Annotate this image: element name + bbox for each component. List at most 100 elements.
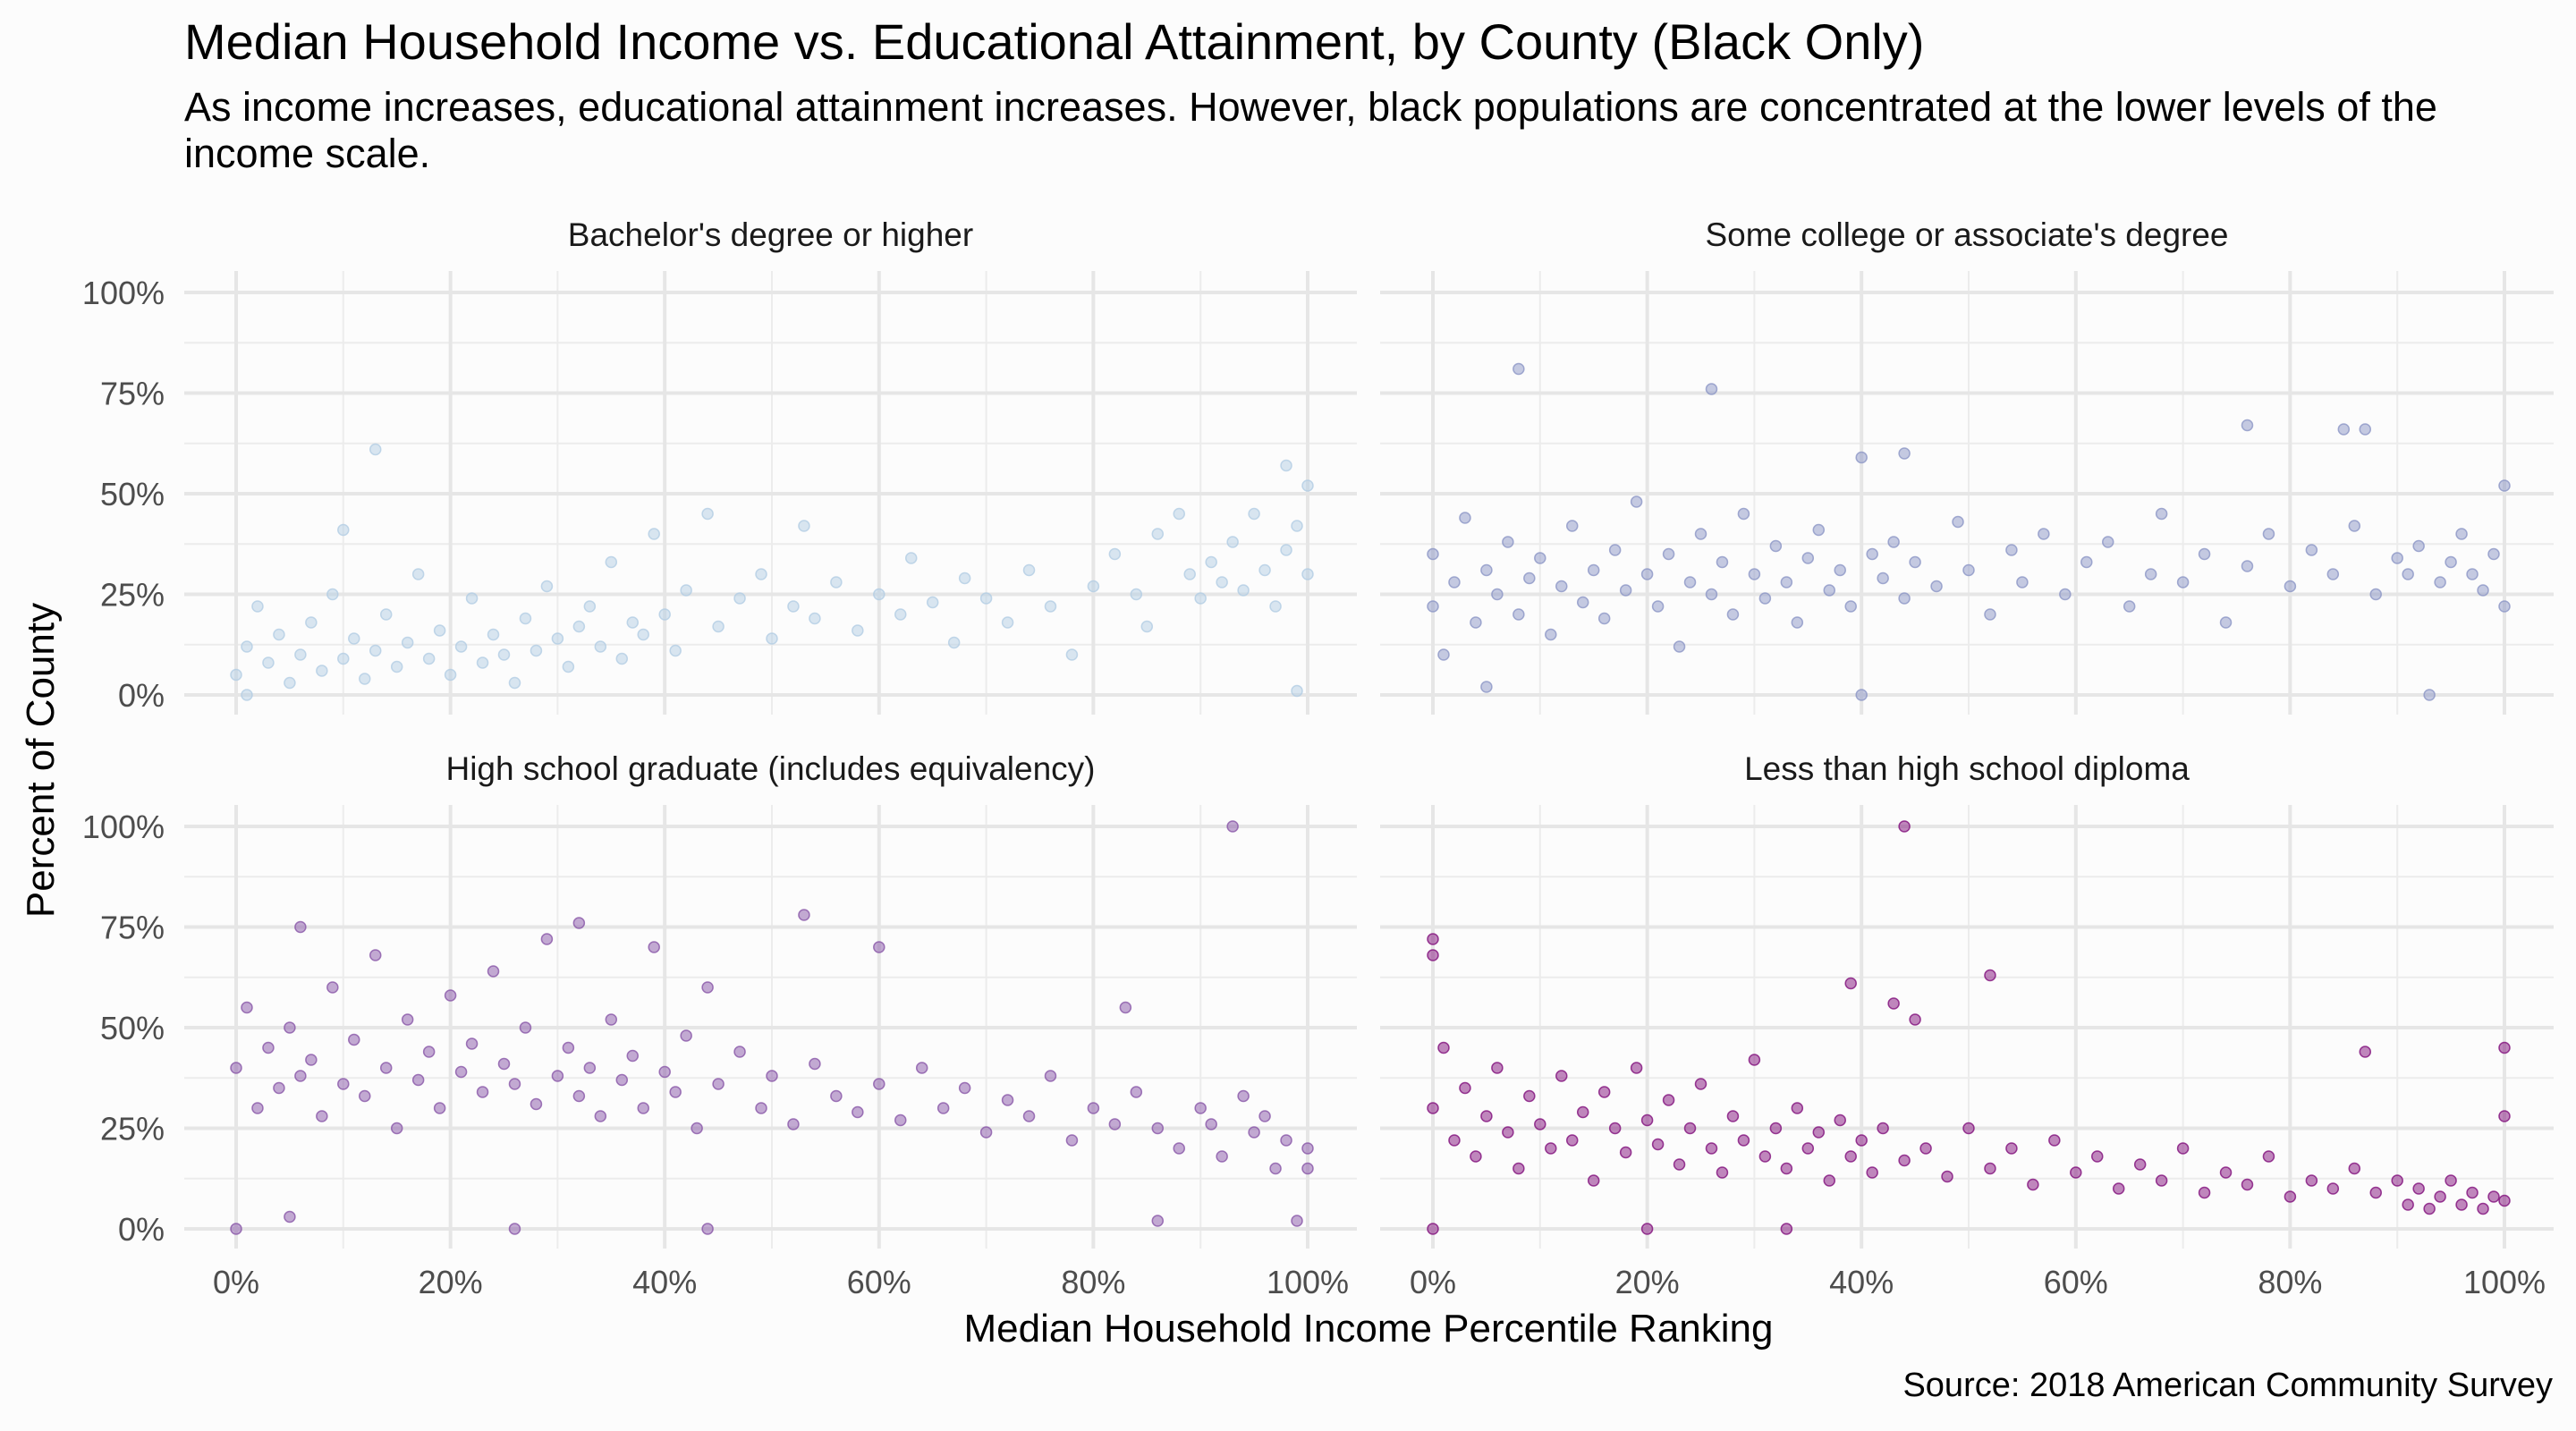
- data-point: [2402, 1198, 2414, 1211]
- data-point: [1855, 451, 1868, 464]
- y-tick-label: 100%: [82, 275, 165, 311]
- data-point: [904, 552, 918, 564]
- y-tick-label: 25%: [100, 577, 165, 614]
- data-point: [444, 668, 457, 682]
- data-point: [1491, 588, 1504, 601]
- data-point: [530, 644, 543, 657]
- data-point: [605, 1013, 618, 1026]
- data-point: [787, 600, 800, 613]
- data-point: [1280, 1134, 1292, 1147]
- x-tick-label: 80%: [1061, 1264, 1125, 1300]
- data-point: [755, 1102, 767, 1114]
- data-point: [1844, 977, 1857, 990]
- data-point: [1459, 512, 1471, 524]
- data-point: [1001, 616, 1014, 629]
- x-tick-label: 100%: [1267, 1264, 1349, 1300]
- data-point: [2498, 1110, 2511, 1122]
- data-point: [1248, 507, 1260, 521]
- data-point: [284, 676, 296, 690]
- y-tick-label: 0%: [118, 677, 165, 714]
- facet-panel-3: High school graduate (includes equivalen…: [82, 750, 1357, 1300]
- data-point: [1812, 1126, 1826, 1139]
- data-point: [626, 616, 640, 629]
- data-point: [1280, 544, 1292, 556]
- data-point: [348, 632, 360, 645]
- x-tick-label: 20%: [419, 1264, 483, 1300]
- data-point: [1587, 1174, 1600, 1187]
- data-point: [411, 1073, 425, 1087]
- data-point: [1608, 544, 1622, 556]
- data-point: [562, 660, 575, 673]
- data-point: [1545, 628, 1557, 641]
- data-point: [1608, 1122, 1622, 1135]
- data-point: [2487, 547, 2500, 561]
- data-point: [1001, 1094, 1014, 1106]
- data-point: [583, 1062, 597, 1074]
- data-point: [615, 652, 629, 665]
- data-point: [852, 624, 864, 637]
- data-point: [1226, 536, 1239, 548]
- data-point: [2176, 1142, 2190, 1155]
- data-point: [508, 676, 521, 690]
- data-point: [454, 640, 468, 653]
- data-point: [766, 1070, 778, 1082]
- data-point: [1291, 684, 1303, 698]
- data-point: [1844, 1150, 1857, 1163]
- data-point: [1427, 1102, 1439, 1114]
- data-point: [401, 1013, 414, 1026]
- data-point: [873, 1078, 886, 1090]
- data-point: [1108, 1118, 1122, 1130]
- data-point: [873, 941, 886, 953]
- data-point: [572, 917, 586, 929]
- data-point: [1183, 568, 1196, 580]
- data-point: [1427, 1223, 1439, 1235]
- data-point: [1984, 1162, 1996, 1175]
- data-point: [1662, 1094, 1675, 1106]
- data-point: [615, 1073, 629, 1087]
- data-point: [1662, 547, 1675, 561]
- data-point: [830, 576, 843, 588]
- data-point: [1523, 572, 1536, 585]
- data-point: [1694, 1078, 1707, 1090]
- data-point: [2080, 555, 2093, 569]
- data-point: [2498, 479, 2511, 492]
- data-point: [1194, 1102, 1207, 1114]
- data-point: [2326, 568, 2340, 580]
- data-point: [379, 1062, 393, 1074]
- data-point: [1877, 1122, 1889, 1135]
- data-point: [551, 1070, 564, 1082]
- data-point: [1855, 1134, 1868, 1147]
- data-point: [1705, 383, 1718, 395]
- data-point: [1597, 1086, 1611, 1098]
- data-point: [433, 1102, 446, 1114]
- data-point: [852, 1105, 864, 1119]
- data-point: [476, 1086, 489, 1098]
- data-point: [1301, 479, 1314, 492]
- data-point: [1673, 640, 1686, 653]
- x-tick-label: 100%: [2463, 1264, 2546, 1300]
- data-point: [1962, 1122, 1975, 1135]
- data-point: [958, 1081, 971, 1095]
- y-tick-label: 25%: [100, 1111, 165, 1147]
- data-point: [572, 1089, 586, 1103]
- data-point: [465, 1037, 479, 1050]
- data-point: [2402, 568, 2414, 580]
- data-point: [594, 1110, 607, 1122]
- data-point: [1491, 1062, 1504, 1074]
- data-point: [1427, 547, 1439, 561]
- data-point: [1022, 563, 1036, 577]
- data-point: [1919, 1142, 1932, 1155]
- data-point: [1258, 1110, 1271, 1122]
- data-point: [1427, 949, 1439, 961]
- x-axis-title: Median Household Income Percentile Ranki…: [964, 1307, 1774, 1351]
- data-point: [1640, 1113, 1654, 1127]
- data-point: [1513, 1162, 1525, 1175]
- x-tick-label: 40%: [632, 1264, 697, 1300]
- data-point: [691, 1122, 703, 1135]
- data-point: [241, 640, 253, 653]
- x-tick-label: 60%: [2044, 1264, 2108, 1300]
- data-point: [1941, 1170, 1953, 1183]
- data-point: [1962, 563, 1975, 577]
- data-point: [1534, 552, 1546, 564]
- data-point: [1576, 596, 1589, 609]
